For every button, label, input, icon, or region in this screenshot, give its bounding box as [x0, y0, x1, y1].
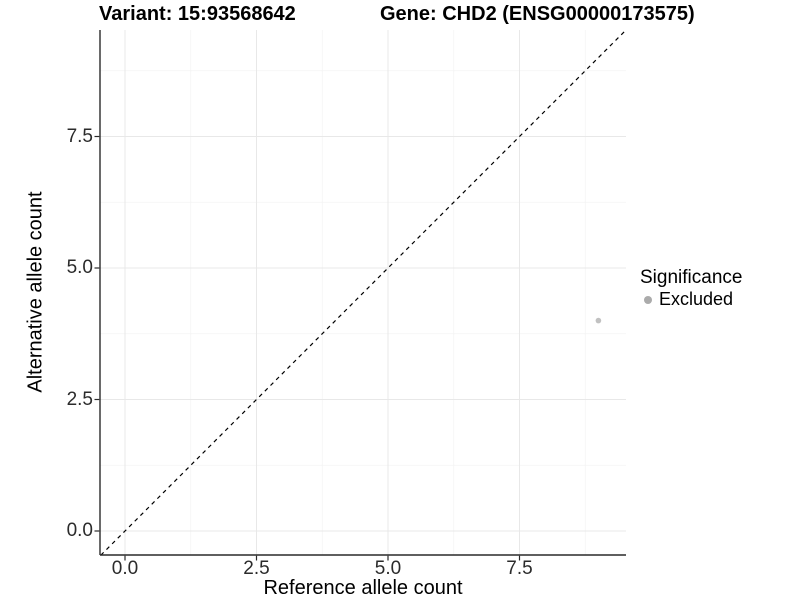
legend-item: Excluded — [640, 289, 742, 310]
x-tick-label: 5.0 — [374, 558, 402, 579]
y-tick-label: 0.0 — [66, 520, 93, 541]
y-tick-label: 7.5 — [66, 125, 93, 147]
x-tick-label: 7.5 — [506, 558, 533, 579]
x-tick-label: 2.5 — [243, 558, 270, 579]
y-axis-title: Alternative allele count — [24, 191, 47, 393]
variant-title: Variant: 15:93568642 — [99, 3, 296, 25]
legend-key-dot-icon — [644, 295, 652, 304]
legend-item-label: Excluded — [659, 289, 734, 309]
data-point — [595, 317, 602, 324]
legend: Significance Excluded — [640, 267, 742, 310]
y-tick-label: 2.5 — [66, 388, 93, 410]
gene-title: Gene: CHD2 (ENSG00000173575) — [380, 3, 695, 25]
legend-title: Significance — [640, 267, 743, 288]
x-axis-title: Reference allele count — [263, 577, 463, 599]
x-tick-label: 0.0 — [111, 558, 139, 579]
y-tick-label: 5.0 — [66, 257, 93, 278]
legend-items: Excluded — [640, 289, 742, 310]
identity-reference-line — [100, 29, 627, 556]
